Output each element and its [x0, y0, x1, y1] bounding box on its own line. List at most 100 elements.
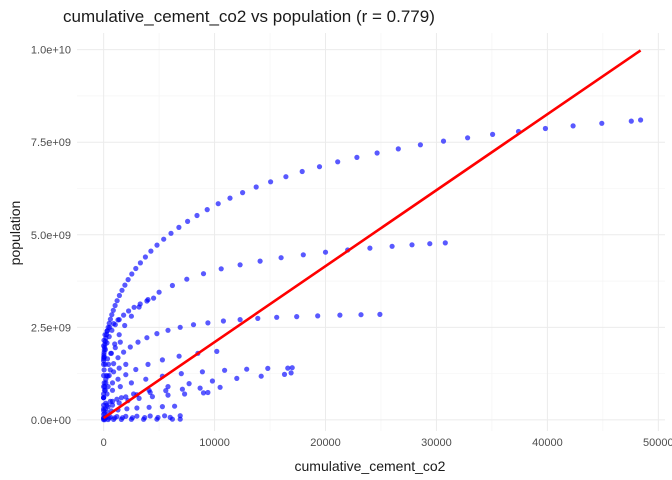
data-point: [122, 322, 128, 329]
data-point: [116, 292, 122, 299]
data-point: [299, 168, 305, 175]
data-point: [111, 361, 117, 367]
data-point: [217, 384, 223, 390]
data-point: [109, 380, 116, 386]
data-point: [179, 386, 185, 392]
data-point: [288, 370, 294, 376]
data-point: [141, 416, 147, 422]
data-point: [281, 371, 288, 377]
data-point: [145, 361, 151, 367]
data-point: [122, 282, 128, 288]
data-point: [165, 384, 171, 390]
data-point: [129, 271, 135, 277]
y-tick-labels: 0.0e+00 2.5e+09 5.0e+09 7.5e+09 1.0e+10: [31, 45, 71, 427]
data-point: [215, 201, 221, 207]
data-point: [102, 361, 108, 367]
data-point: [109, 402, 116, 408]
data-point: [465, 135, 471, 141]
chart-title: cumulative_cement_co2 vs population (r =…: [63, 7, 435, 26]
data-point: [237, 317, 243, 323]
data-point: [200, 390, 207, 396]
data-point: [190, 322, 197, 328]
data-point: [154, 416, 160, 422]
data-point: [178, 371, 184, 377]
data-point: [255, 315, 261, 321]
x-tick-label: 10000: [199, 437, 230, 449]
data-point: [289, 365, 295, 371]
data-point: [112, 302, 118, 309]
data-point: [389, 243, 395, 249]
data-point: [176, 353, 182, 359]
data-point: [417, 142, 423, 148]
data-point: [278, 255, 284, 261]
x-tick-label: 30000: [421, 437, 452, 449]
data-point: [125, 277, 131, 283]
data-point: [159, 404, 165, 410]
data-point: [127, 344, 133, 350]
data-point: [144, 335, 150, 341]
data-point: [108, 350, 114, 356]
data-point: [128, 313, 134, 319]
data-point: [107, 324, 113, 330]
data-point: [214, 348, 220, 354]
data-point: [121, 312, 127, 318]
fit-line: [102, 49, 642, 420]
data-point: [172, 403, 178, 409]
data-point: [442, 240, 448, 246]
data-point: [154, 242, 160, 248]
data-point: [300, 252, 306, 258]
data-point: [101, 395, 107, 401]
fit-line-group: [102, 49, 642, 420]
y-tick-label: 7.5e+09: [31, 137, 71, 149]
data-point: [148, 248, 154, 254]
data-point: [177, 416, 183, 422]
data-point: [628, 118, 634, 124]
data-point: [107, 316, 113, 322]
data-point: [200, 271, 207, 277]
data-point: [126, 308, 132, 314]
data-point: [367, 245, 373, 251]
x-tick-label: 40000: [532, 437, 563, 449]
data-point: [121, 349, 127, 355]
data-point: [162, 413, 168, 419]
data-point: [147, 413, 153, 419]
data-point: [137, 301, 143, 307]
data-point: [322, 249, 329, 255]
data-point: [115, 376, 121, 382]
data-point: [204, 207, 210, 213]
data-point: [101, 372, 107, 379]
data-point: [112, 345, 118, 351]
data-point: [154, 331, 160, 337]
data-point: [199, 369, 205, 375]
data-point: [146, 404, 152, 410]
data-point: [134, 405, 140, 411]
data-point: [149, 394, 155, 400]
data-point: [123, 372, 129, 378]
data-point: [542, 125, 549, 132]
data-point: [177, 324, 183, 330]
data-point: [337, 312, 343, 318]
data-point: [101, 367, 107, 373]
data-point: [257, 258, 263, 264]
x-tick-label: 20000: [310, 437, 341, 449]
data-point: [638, 117, 644, 123]
data-point: [124, 406, 130, 412]
data-point: [151, 295, 157, 301]
data-point: [182, 391, 188, 397]
data-point: [440, 138, 447, 144]
data-point: [116, 365, 122, 371]
data-point: [222, 367, 228, 373]
data-point: [570, 123, 576, 129]
data-point: [165, 327, 171, 333]
y-tick-label: 5.0e+09: [31, 230, 71, 242]
data-point: [114, 298, 120, 304]
data-point: [165, 392, 171, 398]
data-point: [358, 312, 364, 318]
minor-gridlines: [77, 33, 665, 431]
data-point: [258, 373, 264, 379]
data-point: [159, 357, 165, 363]
data-point: [105, 384, 111, 390]
data-point: [136, 395, 142, 401]
data-point: [134, 413, 140, 419]
y-axis-title: population: [7, 201, 23, 266]
